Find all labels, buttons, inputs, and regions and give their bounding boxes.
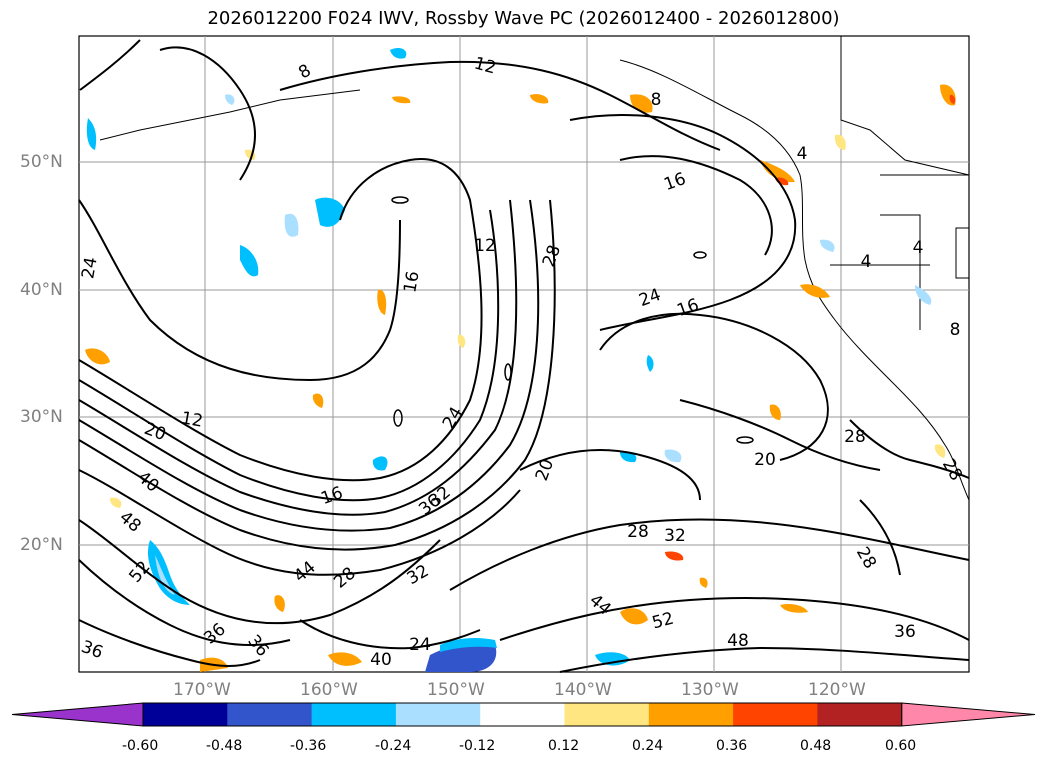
lat-label-20n: 20°N	[20, 535, 63, 555]
contour-label: 36	[894, 622, 916, 642]
lat-label-40n: 40°N	[20, 280, 63, 300]
colorbar-tick: -0.60	[122, 738, 159, 754]
iwv-contours	[78, 39, 970, 673]
colorbar-segment	[143, 703, 228, 726]
colorbar	[11, 702, 1036, 727]
lon-label-160w: 160°W	[300, 680, 358, 700]
colorbar-segment	[817, 703, 903, 726]
lat-label-50n: 50°N	[20, 152, 63, 172]
colorbar-segment	[648, 703, 734, 726]
contour-label: 4	[861, 252, 872, 272]
contour-label: 24	[409, 635, 431, 655]
contour-label: 28	[844, 427, 866, 447]
lon-label-130w: 130°W	[681, 680, 739, 700]
lat-label-30n: 30°N	[20, 407, 63, 427]
colorbar-segment	[227, 703, 313, 726]
colorbar-segment	[395, 703, 481, 726]
negative-anomaly-patches	[86, 47, 932, 672]
contour-label: 40	[370, 650, 392, 670]
colorbar-segment	[733, 703, 818, 726]
contour-label: 48	[727, 631, 749, 651]
contour-label: 4	[797, 144, 808, 164]
lon-label-140w: 140°W	[554, 680, 612, 700]
chart-title: 2026012200 F024 IWV, Rossby Wave PC (202…	[207, 8, 840, 29]
contour-label: 20	[754, 450, 776, 470]
contour-label: 32	[664, 526, 686, 546]
colorbar-tick: 0.12	[548, 738, 580, 754]
colorbar-tick: 0.48	[800, 738, 832, 754]
lon-label-150w: 150°W	[427, 680, 485, 700]
contour-label: 4	[913, 238, 924, 258]
contour-label: 12	[180, 408, 205, 431]
contour-label: 24	[78, 256, 101, 281]
colorbar-outline	[142, 702, 903, 727]
contour-label: 12	[474, 236, 496, 256]
colorbar-tick: -0.48	[206, 738, 243, 754]
contour-label: 8	[950, 320, 961, 340]
colorbar-tick: 0.24	[632, 738, 664, 754]
colorbar-segment	[564, 703, 650, 726]
small-contours	[391, 196, 754, 444]
colorbar-tick: -0.36	[290, 738, 327, 754]
colorbar-tick: -0.12	[459, 738, 496, 754]
lon-label-120w: 120°W	[808, 680, 866, 700]
graticule	[79, 36, 969, 672]
colorbar-segment	[480, 703, 565, 726]
positive-anomaly-patches	[85, 84, 956, 672]
contour-label: 8	[651, 90, 662, 110]
colorbar-tick: 0.36	[716, 738, 748, 754]
coastline	[99, 36, 970, 501]
contour-label: 16	[400, 270, 423, 295]
colorbar-tick: 0.60	[885, 738, 917, 754]
lon-label-170w: 170°W	[173, 680, 231, 700]
contour-label: 28	[627, 522, 649, 542]
colorbar-extend-low	[11, 702, 144, 727]
colorbar-extend-high	[901, 702, 1036, 727]
colorbar-tick: -0.24	[375, 738, 412, 754]
colorbar-segment	[311, 703, 397, 726]
